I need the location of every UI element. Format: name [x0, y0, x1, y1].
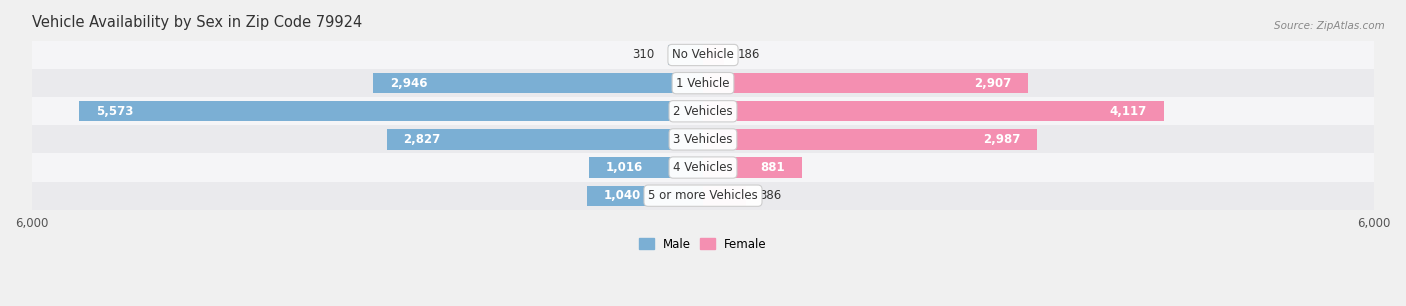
- Text: 2 Vehicles: 2 Vehicles: [673, 105, 733, 118]
- Bar: [32, 69, 1374, 97]
- Legend: Male, Female: Male, Female: [634, 233, 772, 256]
- Bar: [32, 125, 1374, 154]
- Text: 5,573: 5,573: [96, 105, 134, 118]
- Bar: [703, 73, 1028, 93]
- Bar: [32, 154, 1374, 182]
- Text: 4 Vehicles: 4 Vehicles: [673, 161, 733, 174]
- Bar: [387, 129, 703, 150]
- Text: 5 or more Vehicles: 5 or more Vehicles: [648, 189, 758, 202]
- Bar: [32, 41, 1374, 69]
- Text: 386: 386: [759, 189, 782, 202]
- Bar: [703, 157, 801, 178]
- Text: 2,827: 2,827: [404, 133, 440, 146]
- Bar: [374, 73, 703, 93]
- Text: 3 Vehicles: 3 Vehicles: [673, 133, 733, 146]
- Text: No Vehicle: No Vehicle: [672, 48, 734, 62]
- Bar: [703, 185, 747, 206]
- Text: 186: 186: [737, 48, 759, 62]
- Text: Source: ZipAtlas.com: Source: ZipAtlas.com: [1274, 21, 1385, 32]
- Bar: [32, 97, 1374, 125]
- Text: 1 Vehicle: 1 Vehicle: [676, 76, 730, 90]
- Bar: [589, 157, 703, 178]
- Bar: [703, 129, 1038, 150]
- Text: 881: 881: [761, 161, 785, 174]
- Text: 4,117: 4,117: [1109, 105, 1147, 118]
- Bar: [586, 185, 703, 206]
- Bar: [703, 45, 724, 65]
- Text: 1,016: 1,016: [606, 161, 644, 174]
- Text: 2,987: 2,987: [983, 133, 1021, 146]
- Bar: [32, 182, 1374, 210]
- Bar: [703, 101, 1164, 121]
- Bar: [668, 45, 703, 65]
- Text: 2,907: 2,907: [974, 76, 1011, 90]
- Text: 310: 310: [633, 48, 655, 62]
- Text: Vehicle Availability by Sex in Zip Code 79924: Vehicle Availability by Sex in Zip Code …: [32, 15, 361, 30]
- Text: 1,040: 1,040: [603, 189, 641, 202]
- Text: 2,946: 2,946: [391, 76, 427, 90]
- Bar: [80, 101, 703, 121]
